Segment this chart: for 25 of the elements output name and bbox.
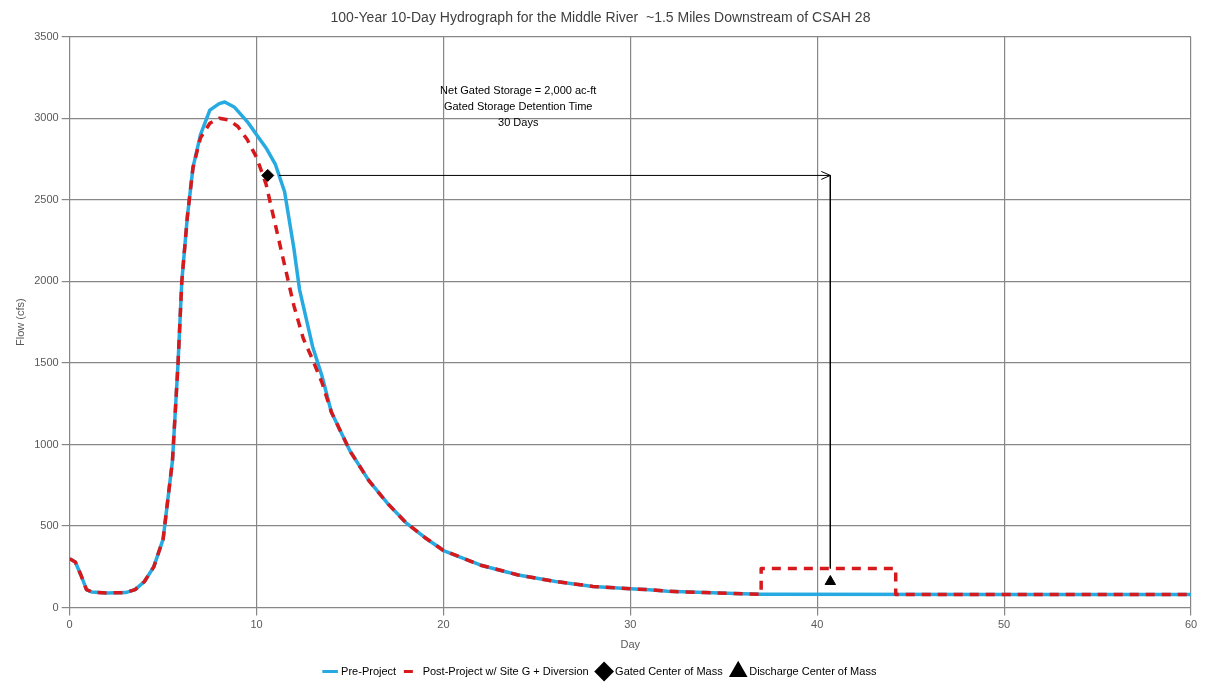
x-tick-label: 40 (811, 618, 824, 631)
legend-label: Gated Center of Mass (615, 664, 724, 677)
annotation: Gated Storage Detention Time (443, 100, 593, 113)
y-axis-title: Flow (cfs) (13, 298, 26, 347)
y-tick-label: 2000 (34, 274, 59, 287)
y-tick-label: 1500 (34, 356, 59, 368)
y-tick-label: 2500 (34, 192, 59, 205)
annotation: 30 Days (498, 116, 539, 129)
x-tick-label: 0 (66, 618, 73, 631)
annotation: Net Gated Storage = 2,000 ac-ft (440, 84, 597, 97)
legend-label: Pre-Project (341, 664, 397, 677)
legend-label: Discharge Center of Mass (749, 664, 877, 677)
chart-title: 100-Year 10-Day Hydrograph for the Middle River ~1.5 Miles Downstream of CSAH 28 (330, 9, 871, 26)
y-tick-label: 3500 (34, 29, 59, 42)
x-tick-label: 20 (437, 618, 450, 631)
legend-label: Post-Project w/ Site G + Diversion (422, 664, 589, 677)
x-tick-label: 60 (1184, 618, 1198, 631)
x-tick-label: 10 (250, 618, 263, 631)
x-tick-label: 30 (624, 618, 637, 631)
y-tick-label: 500 (40, 519, 59, 532)
x-tick-label: 50 (997, 618, 1011, 631)
y-tick-label: 1000 (34, 437, 59, 450)
x-axis-title: Day (620, 638, 641, 651)
y-tick-label: 3000 (34, 111, 59, 124)
y-tick-label: 0 (52, 600, 59, 613)
